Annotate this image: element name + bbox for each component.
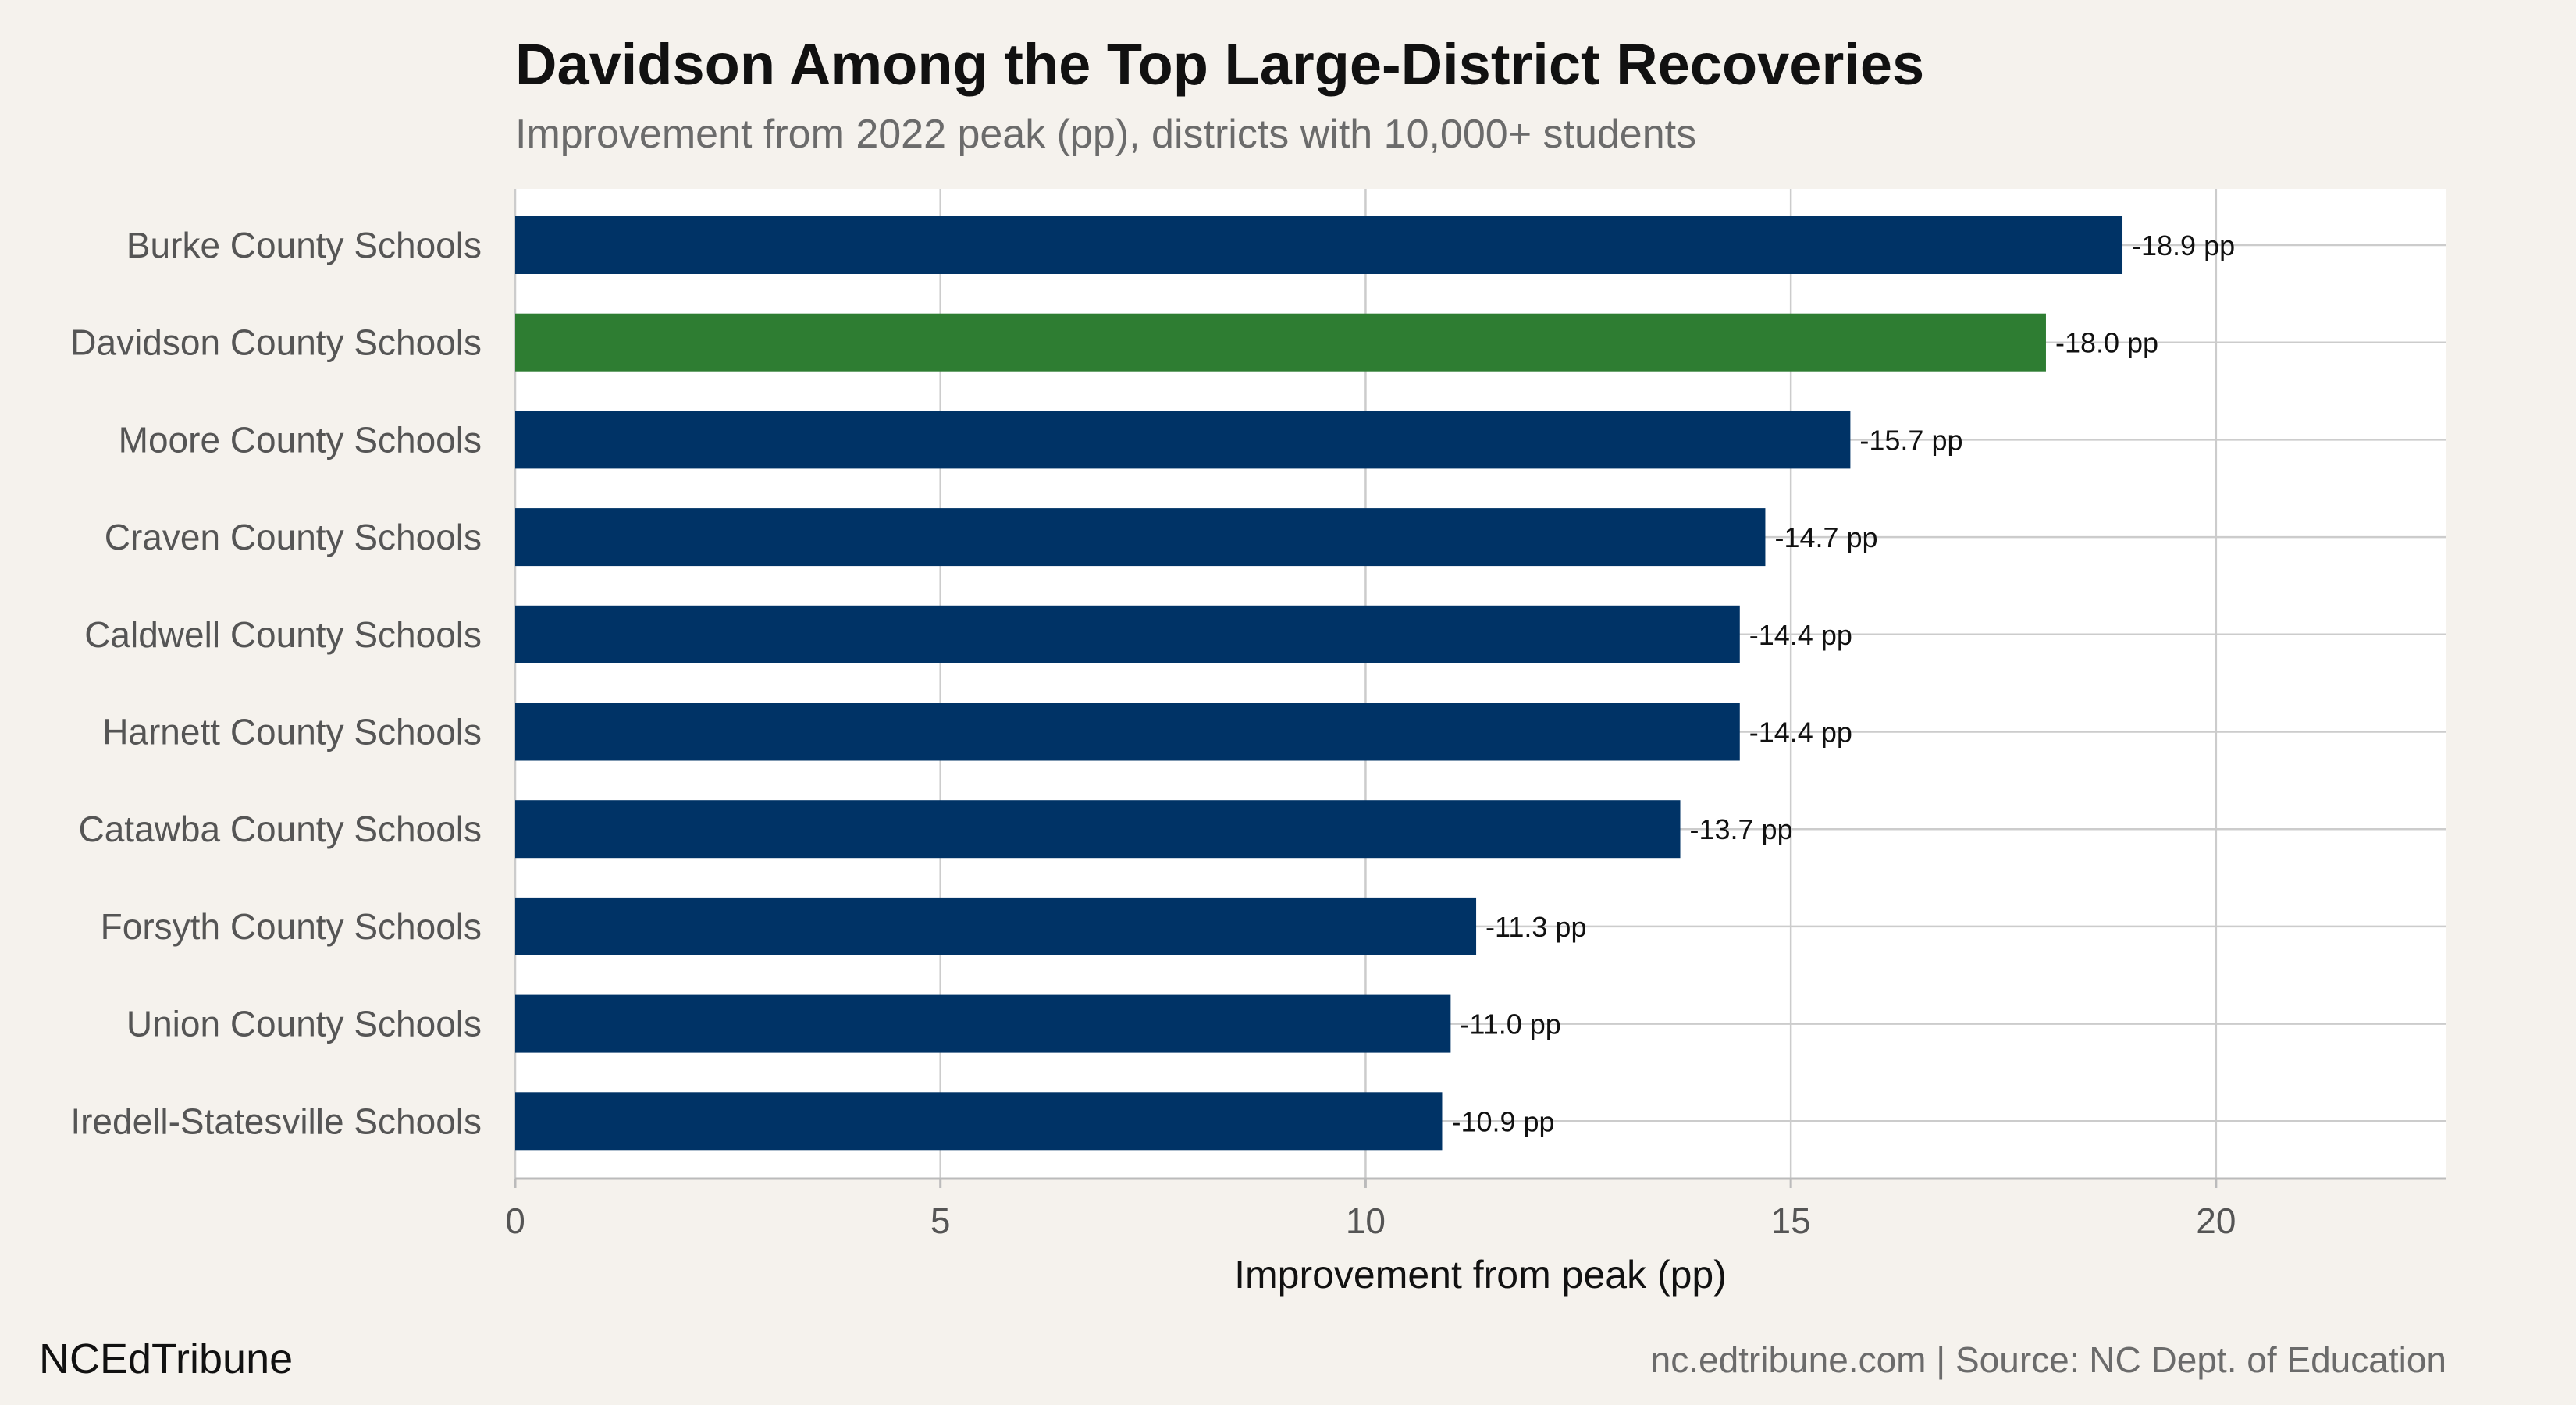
category-label: Forsyth County Schools bbox=[101, 906, 482, 947]
chart-subtitle: Improvement from 2022 peak (pp), distric… bbox=[515, 112, 1697, 157]
category-label: Harnett County Schools bbox=[102, 712, 482, 752]
data-label: -14.4 pp bbox=[1749, 619, 1852, 651]
source-note: nc.edtribune.com | Source: NC Dept. of E… bbox=[1650, 1339, 2446, 1380]
bar bbox=[515, 800, 1681, 859]
bar bbox=[515, 313, 2046, 372]
category-label: Burke County Schools bbox=[126, 225, 482, 265]
bar bbox=[515, 508, 1766, 567]
bar bbox=[515, 1092, 1443, 1151]
x-tick-label: 20 bbox=[2196, 1200, 2236, 1241]
data-label: -18.9 pp bbox=[2132, 229, 2235, 261]
category-label: Union County Schools bbox=[126, 1004, 482, 1044]
x-tick-label: 15 bbox=[1771, 1200, 1811, 1241]
data-label: -11.3 pp bbox=[1485, 911, 1586, 943]
bar bbox=[515, 411, 1851, 469]
category-label: Moore County Schools bbox=[119, 419, 482, 460]
bar bbox=[515, 897, 1477, 955]
category-label: Caldwell County Schools bbox=[84, 614, 482, 655]
bar bbox=[515, 605, 1740, 663]
x-tick-label: 0 bbox=[505, 1200, 525, 1241]
data-label: -14.4 pp bbox=[1749, 717, 1852, 749]
x-tick-label: 10 bbox=[1346, 1200, 1386, 1241]
chart-title: Davidson Among the Top Large-District Re… bbox=[515, 32, 1925, 97]
category-label: Craven County Schools bbox=[105, 517, 482, 557]
bar bbox=[515, 702, 1740, 761]
category-label: Iredell-Statesville Schools bbox=[70, 1101, 482, 1141]
data-label: -18.0 pp bbox=[2055, 327, 2158, 359]
bar bbox=[515, 994, 1451, 1053]
brand-logo-text: NCEdTribune bbox=[39, 1336, 294, 1382]
x-axis-title: Improvement from peak (pp) bbox=[1234, 1253, 1727, 1297]
data-label: -11.0 pp bbox=[1460, 1008, 1560, 1040]
x-tick-label: 5 bbox=[930, 1200, 951, 1241]
category-label: Davidson County Schools bbox=[70, 322, 482, 363]
data-label: -13.7 pp bbox=[1690, 813, 1793, 845]
data-label: -14.7 pp bbox=[1774, 521, 1877, 553]
category-label: Catawba County Schools bbox=[78, 809, 482, 849]
data-label: -10.9 pp bbox=[1451, 1105, 1554, 1137]
data-label: -15.7 pp bbox=[1859, 424, 1962, 456]
bar bbox=[515, 216, 2123, 274]
